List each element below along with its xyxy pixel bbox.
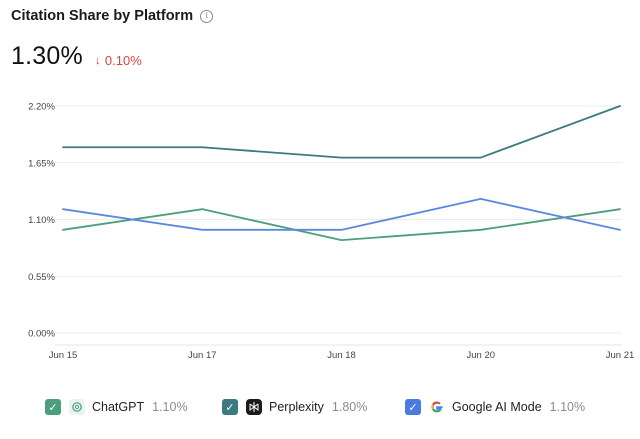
google-icon <box>429 399 445 415</box>
metric-value: 1.30% <box>11 42 83 70</box>
x-tick-label: Jun 17 <box>188 350 217 361</box>
metric-delta-value: 0.10% <box>104 52 142 68</box>
checkbox-checked-icon[interactable]: ✓ <box>405 399 421 415</box>
x-tick-label: Jun 20 <box>466 350 495 361</box>
legend-item-chatgpt[interactable]: ✓ ChatGPT 1.10% <box>45 399 188 415</box>
y-tick-label: 0.00% <box>28 329 55 340</box>
legend-item-google-ai-mode[interactable]: ✓ Google AI Mode 1.10% <box>405 399 585 415</box>
metric-summary: 1.30% ↓ 0.10% <box>11 42 142 71</box>
perplexity-icon <box>246 399 262 415</box>
x-tick-label: Jun 18 <box>327 350 356 361</box>
legend-item-perplexity[interactable]: ✓ Perplexity 1.80% <box>222 399 367 415</box>
chart-header: Citation Share by Platform i <box>11 8 214 24</box>
series-line-chatgpt <box>62 208 621 242</box>
legend-value: 1.10% <box>549 400 586 414</box>
checkbox-checked-icon[interactable]: ✓ <box>222 399 238 415</box>
y-tick-label: 1.10% <box>28 215 55 226</box>
legend-value: 1.80% <box>331 400 368 414</box>
y-tick-label: 1.65% <box>28 158 55 169</box>
arrow-down-icon: ↓ <box>94 53 101 67</box>
legend-label: ChatGPT <box>92 400 145 414</box>
chart-title: Citation Share by Platform <box>11 8 194 24</box>
line-chart: 2.20% 1.65% 1.10% 0.55% 0.00% Jun 15 Jun 17 Jun… <box>28 102 635 362</box>
series-line-perplexity <box>62 105 621 159</box>
checkbox-checked-icon[interactable]: ✓ <box>45 399 61 415</box>
legend-label: Perplexity <box>269 400 324 414</box>
x-tick-label: Jun 21 <box>606 350 635 361</box>
legend-label: Google AI Mode <box>452 400 542 414</box>
chatgpt-icon <box>69 399 85 415</box>
metric-delta: ↓ 0.10% <box>95 53 142 68</box>
info-icon[interactable]: i <box>200 9 214 23</box>
y-tick-label: 2.20% <box>28 102 55 113</box>
x-tick-label: Jun 15 <box>49 350 78 361</box>
series-line-google-ai-mode <box>62 197 621 231</box>
legend-value: 1.10% <box>152 400 188 414</box>
chart-legend: ✓ ChatGPT 1.10% ✓ Perplexity 1.80% ✓ Goo… <box>0 399 640 419</box>
y-tick-label: 0.55% <box>28 272 55 283</box>
